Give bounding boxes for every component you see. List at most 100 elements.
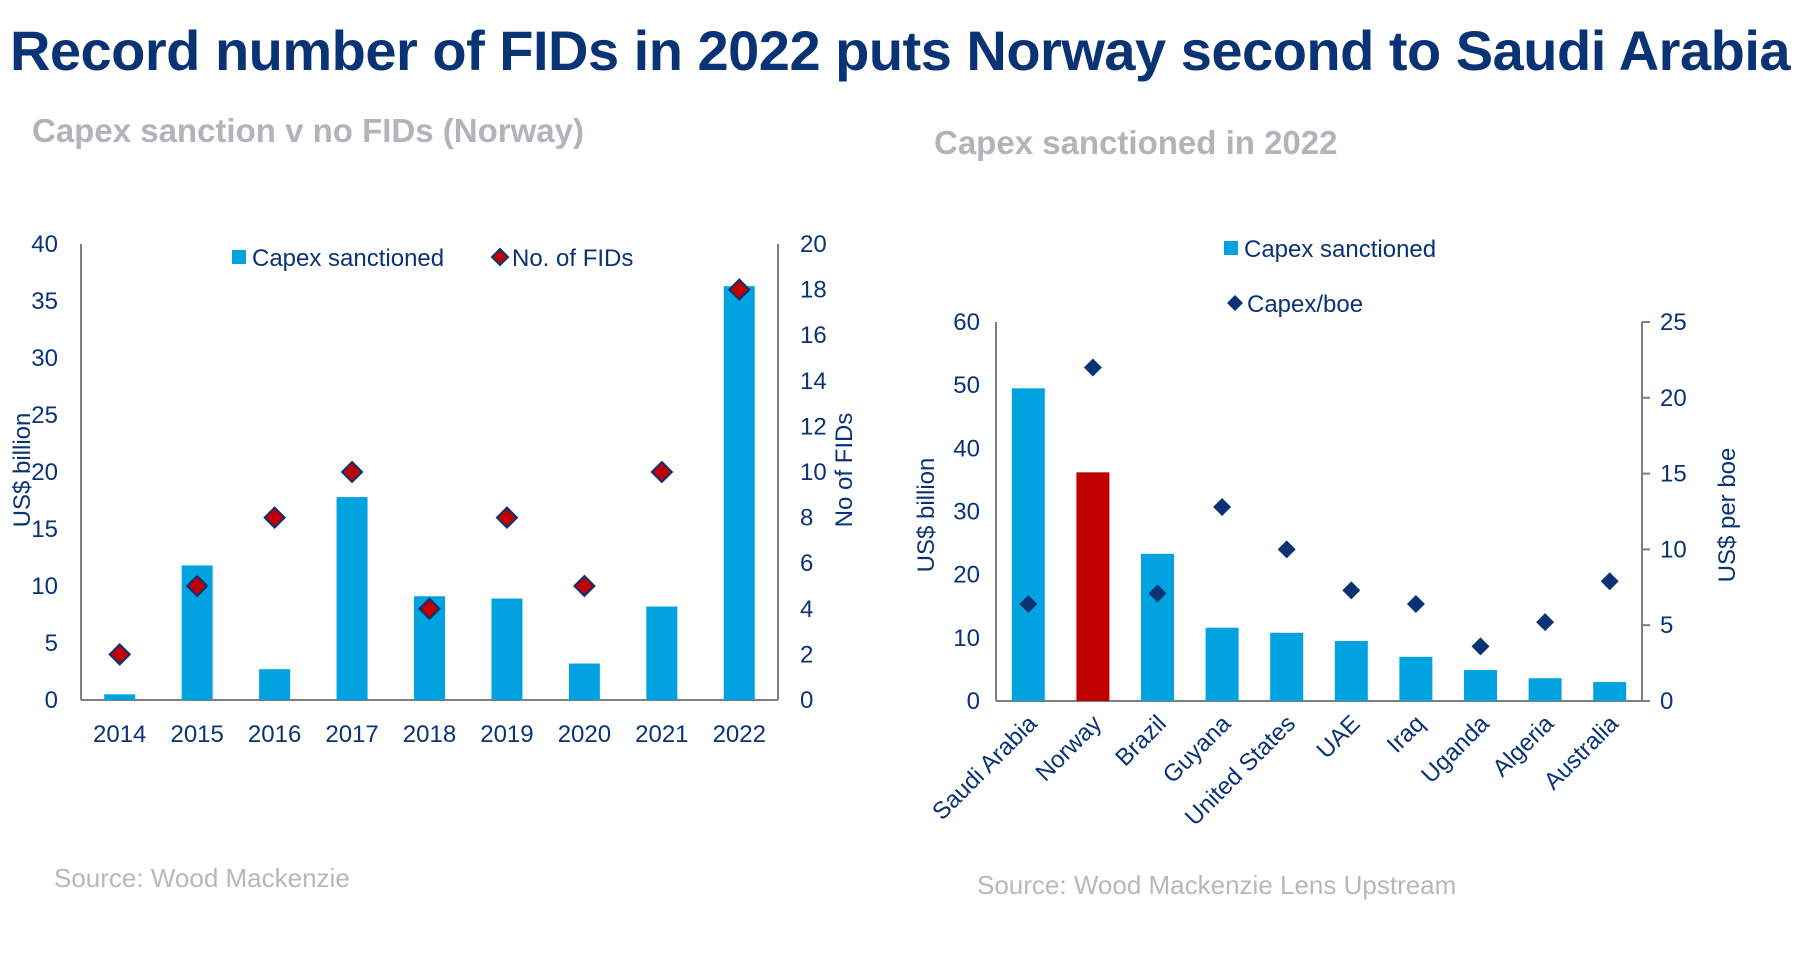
legend-bar-swatch-icon <box>232 250 246 264</box>
bar-uae <box>1334 640 1368 701</box>
right-y-tick-label: 10 <box>800 459 827 486</box>
bar-2022 <box>723 286 755 700</box>
bar-2016 <box>259 669 291 700</box>
bar-guyana <box>1205 627 1239 701</box>
diamond-marker-uae <box>1342 581 1361 600</box>
x-tick-label: 2018 <box>403 721 456 748</box>
diamond-marker-algeria <box>1536 613 1555 632</box>
left-y-tick-label: 15 <box>31 516 58 543</box>
x-tick-label: 2015 <box>170 721 223 748</box>
right-y-tick-label: 20 <box>1660 385 1687 412</box>
right-chart-source: Source: Wood Mackenzie Lens Upstream <box>977 870 1457 900</box>
diamond-marker-australia <box>1600 572 1619 591</box>
bar-2019 <box>491 598 523 700</box>
diamond-marker-2014 <box>108 642 132 666</box>
bar-2014 <box>104 694 136 700</box>
bar-united-states <box>1270 632 1304 701</box>
right-y-axis-title: US$ per boe <box>1714 448 1741 583</box>
left-y-tick-label: 0 <box>45 687 58 714</box>
diamond-marker-2022 <box>727 278 751 302</box>
right-y-tick-label: 2 <box>800 641 813 668</box>
legend-bar-label: Capex sanctioned <box>252 245 444 272</box>
x-tick-label: 2022 <box>713 721 766 748</box>
diamond-marker-2017 <box>340 460 364 484</box>
bar-2017 <box>336 497 368 700</box>
left-y-tick-label: 35 <box>31 288 58 315</box>
x-tick-label: 2014 <box>93 721 146 748</box>
diamond-marker-2015 <box>185 574 209 598</box>
right-y-tick-label: 25 <box>1660 309 1687 336</box>
diamond-marker-uganda <box>1471 637 1490 656</box>
bar-australia <box>1593 682 1627 701</box>
x-tick-label: Brazil <box>1110 710 1172 772</box>
right-y-tick-label: 5 <box>1660 612 1673 639</box>
diamond-marker-2020 <box>572 574 596 598</box>
x-tick-label: Saudi Arabia <box>927 710 1043 826</box>
legend-diamond-icon <box>490 247 510 267</box>
left-y-axis-title: US$ billion <box>913 458 940 573</box>
bar-algeria <box>1528 678 1562 701</box>
x-tick-label: Iraq <box>1382 710 1430 758</box>
right-y-tick-label: 10 <box>1660 536 1687 563</box>
right-y-tick-label: 16 <box>800 322 827 349</box>
left-y-tick-label: 40 <box>953 435 980 462</box>
diamond-marker-2018 <box>418 597 441 621</box>
x-tick-label: UAE <box>1312 710 1366 764</box>
bar-saudi-arabia <box>1011 388 1045 701</box>
left-y-tick-label: 25 <box>31 402 58 429</box>
right-y-tick-label: 15 <box>1660 461 1687 488</box>
left-y-tick-label: 50 <box>953 372 980 399</box>
bar-2021 <box>646 606 678 700</box>
right-y-tick-label: 14 <box>800 368 827 395</box>
diamond-marker-iraq <box>1406 594 1425 613</box>
left-y-tick-label: 10 <box>953 625 980 652</box>
diamond-marker-united-states <box>1277 540 1296 559</box>
bar-norway <box>1076 472 1110 701</box>
bar-brazil <box>1141 553 1174 701</box>
page-title: Record number of FIDs in 2022 puts Norwa… <box>9 19 1791 82</box>
diamond-marker-norway <box>1083 358 1102 377</box>
right-y-tick-label: 18 <box>800 277 827 304</box>
legend-bar-swatch-icon <box>1224 241 1238 255</box>
right-y-tick-label: 20 <box>800 231 827 258</box>
left-y-tick-label: 40 <box>31 231 58 258</box>
right-y-tick-label: 4 <box>800 596 813 623</box>
left-y-tick-label: 10 <box>31 573 58 600</box>
right-y-tick-label: 6 <box>800 550 813 577</box>
diamond-marker-2016 <box>263 506 287 530</box>
legend-diamond-label: Capex/boe <box>1247 291 1363 318</box>
legend-bar-label: Capex sanctioned <box>1244 236 1436 263</box>
left-y-axis-title: US$ billion <box>9 413 36 528</box>
right-chart-subtitle: Capex sanctioned in 2022 <box>934 124 1338 161</box>
left-y-tick-label: 5 <box>45 630 58 657</box>
bar-2020 <box>568 663 600 700</box>
legend-diamond-icon <box>1227 295 1243 311</box>
bar-uganda <box>1464 670 1497 701</box>
right-y-tick-label: 0 <box>1660 688 1673 715</box>
left-chart-source: Source: Wood Mackenzie <box>54 863 350 893</box>
x-tick-label: 2016 <box>248 721 301 748</box>
diamond-marker-brazil <box>1148 584 1167 603</box>
left-y-tick-label: 20 <box>953 562 980 589</box>
left-y-tick-label: 0 <box>967 688 980 715</box>
diamond-marker-guyana <box>1213 497 1232 516</box>
right-chart: 0 10 20 30 40 50 60 0 5 10 15 20 25 US$ billion US$ pe… <box>913 236 1741 831</box>
diamond-marker-saudi-arabia <box>1019 594 1038 613</box>
x-tick-label: 2020 <box>558 721 611 748</box>
x-tick-label: Norway <box>1031 710 1108 787</box>
legend-diamond-label: No. of FIDs <box>512 245 633 272</box>
right-y-tick-label: 12 <box>800 413 827 440</box>
left-y-tick-label: 30 <box>31 345 58 372</box>
x-tick-label: 2021 <box>635 721 688 748</box>
left-chart-subtitle: Capex sanction v no FIDs (Norway) <box>32 112 584 149</box>
x-tick-label: 2019 <box>480 721 533 748</box>
right-y-tick-label: 0 <box>800 687 813 714</box>
x-tick-label: 2017 <box>325 721 378 748</box>
diamond-marker-2021 <box>650 460 674 484</box>
left-y-tick-label: 30 <box>953 499 980 526</box>
left-y-tick-label: 20 <box>31 459 58 486</box>
right-y-tick-label: 8 <box>800 505 813 532</box>
left-y-tick-label: 60 <box>953 309 980 336</box>
